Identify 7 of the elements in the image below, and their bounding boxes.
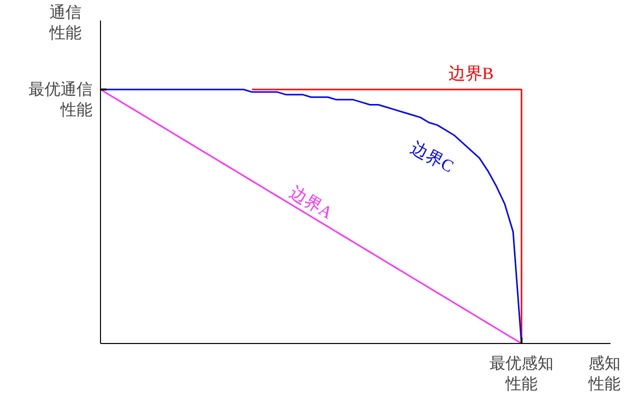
text: 边界C [408, 138, 457, 176]
series-label: 边界B [448, 64, 494, 83]
text: 最优感知性能 [490, 354, 554, 393]
text: 边界A [286, 182, 336, 223]
x-axis-title: 感知性能 [588, 354, 620, 393]
y-axis-title: 通信性能 [48, 4, 82, 42]
text: 最优通信性能 [28, 80, 92, 119]
